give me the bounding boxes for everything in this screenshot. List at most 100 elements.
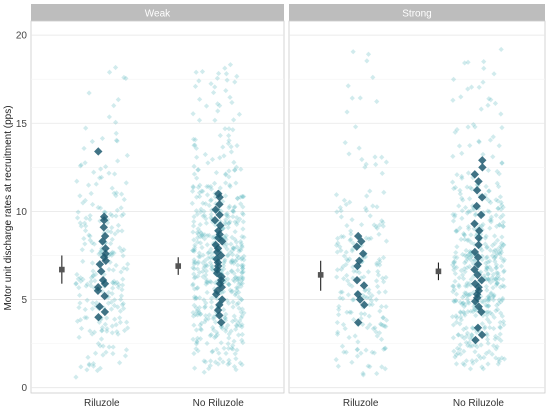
data-point	[461, 292, 467, 299]
data-point	[349, 248, 355, 254]
data-point	[195, 348, 201, 354]
data-point	[106, 69, 113, 75]
summary-mean-marker	[435, 268, 442, 275]
data-point	[230, 208, 236, 214]
data-point	[110, 267, 116, 273]
data-point	[487, 137, 494, 143]
data-point	[347, 199, 353, 205]
data-point	[229, 288, 236, 294]
data-point	[491, 255, 497, 261]
data-point	[369, 301, 375, 308]
data-point	[457, 309, 463, 315]
data-point	[234, 195, 241, 201]
data-point	[202, 305, 208, 311]
data-point	[83, 283, 89, 289]
data-point	[113, 213, 119, 219]
data-point	[203, 313, 209, 319]
data-point	[87, 233, 93, 239]
data-point	[240, 204, 246, 210]
data-point	[458, 317, 464, 323]
data-point	[352, 333, 358, 339]
data-point	[229, 234, 235, 240]
data-point	[494, 168, 500, 175]
data-point	[241, 257, 247, 263]
data-point	[491, 314, 497, 320]
data-point	[192, 259, 198, 265]
data-point	[221, 153, 227, 159]
data-point	[235, 262, 241, 268]
data-point	[339, 343, 346, 349]
data-point	[343, 249, 349, 255]
data-point	[74, 318, 81, 324]
data-point	[240, 276, 246, 282]
data-point	[109, 252, 115, 258]
data-point	[116, 282, 122, 288]
data-point	[236, 254, 242, 261]
data-point	[203, 272, 209, 278]
data-point	[336, 312, 342, 318]
highlight-point	[95, 260, 105, 269]
data-point	[89, 306, 96, 312]
data-point	[239, 234, 245, 240]
data-point	[230, 208, 236, 214]
data-point	[78, 278, 84, 284]
data-point	[191, 294, 198, 300]
data-point	[77, 220, 83, 226]
data-point	[113, 193, 119, 199]
data-point	[86, 232, 92, 238]
data-point	[239, 269, 245, 276]
data-point	[493, 355, 499, 361]
data-point	[231, 159, 237, 165]
data-point	[119, 248, 125, 254]
data-point	[465, 252, 472, 258]
data-point	[208, 295, 215, 302]
data-point	[120, 276, 126, 282]
data-point	[222, 220, 228, 226]
data-point	[90, 272, 97, 278]
data-point	[452, 271, 458, 277]
data-point	[106, 170, 112, 176]
data-point	[227, 62, 234, 68]
data-point	[472, 212, 478, 218]
data-point	[234, 253, 240, 259]
data-point	[351, 297, 357, 303]
data-point	[223, 350, 229, 357]
highlight-point	[217, 237, 227, 246]
data-point	[500, 212, 506, 218]
data-point	[469, 332, 475, 338]
data-point	[495, 205, 501, 211]
data-point	[199, 232, 205, 239]
data-point	[377, 321, 384, 327]
data-point	[192, 137, 198, 143]
data-point	[491, 325, 497, 332]
data-point	[454, 345, 461, 351]
data-point	[240, 194, 246, 200]
data-point	[195, 167, 201, 173]
data-point	[452, 184, 459, 191]
data-point	[117, 319, 123, 325]
data-point	[97, 250, 104, 256]
data-point	[473, 312, 479, 319]
data-point	[217, 185, 223, 191]
data-point	[495, 335, 501, 341]
data-point	[365, 51, 372, 57]
highlight-point	[473, 323, 483, 332]
y-tick-label: 20	[16, 31, 28, 42]
data-point	[479, 364, 485, 370]
data-point	[470, 309, 476, 315]
data-point	[488, 219, 494, 225]
data-point	[191, 248, 197, 254]
data-point	[190, 184, 196, 191]
data-point	[209, 264, 215, 270]
data-point	[221, 307, 227, 313]
data-point	[470, 205, 477, 211]
data-point	[464, 333, 470, 339]
highlight-point	[93, 283, 103, 292]
data-point	[378, 303, 385, 310]
data-point	[112, 64, 119, 71]
data-point	[199, 244, 205, 251]
data-point	[482, 297, 489, 303]
data-point	[490, 297, 497, 303]
data-point	[469, 186, 475, 192]
data-point	[114, 207, 120, 213]
